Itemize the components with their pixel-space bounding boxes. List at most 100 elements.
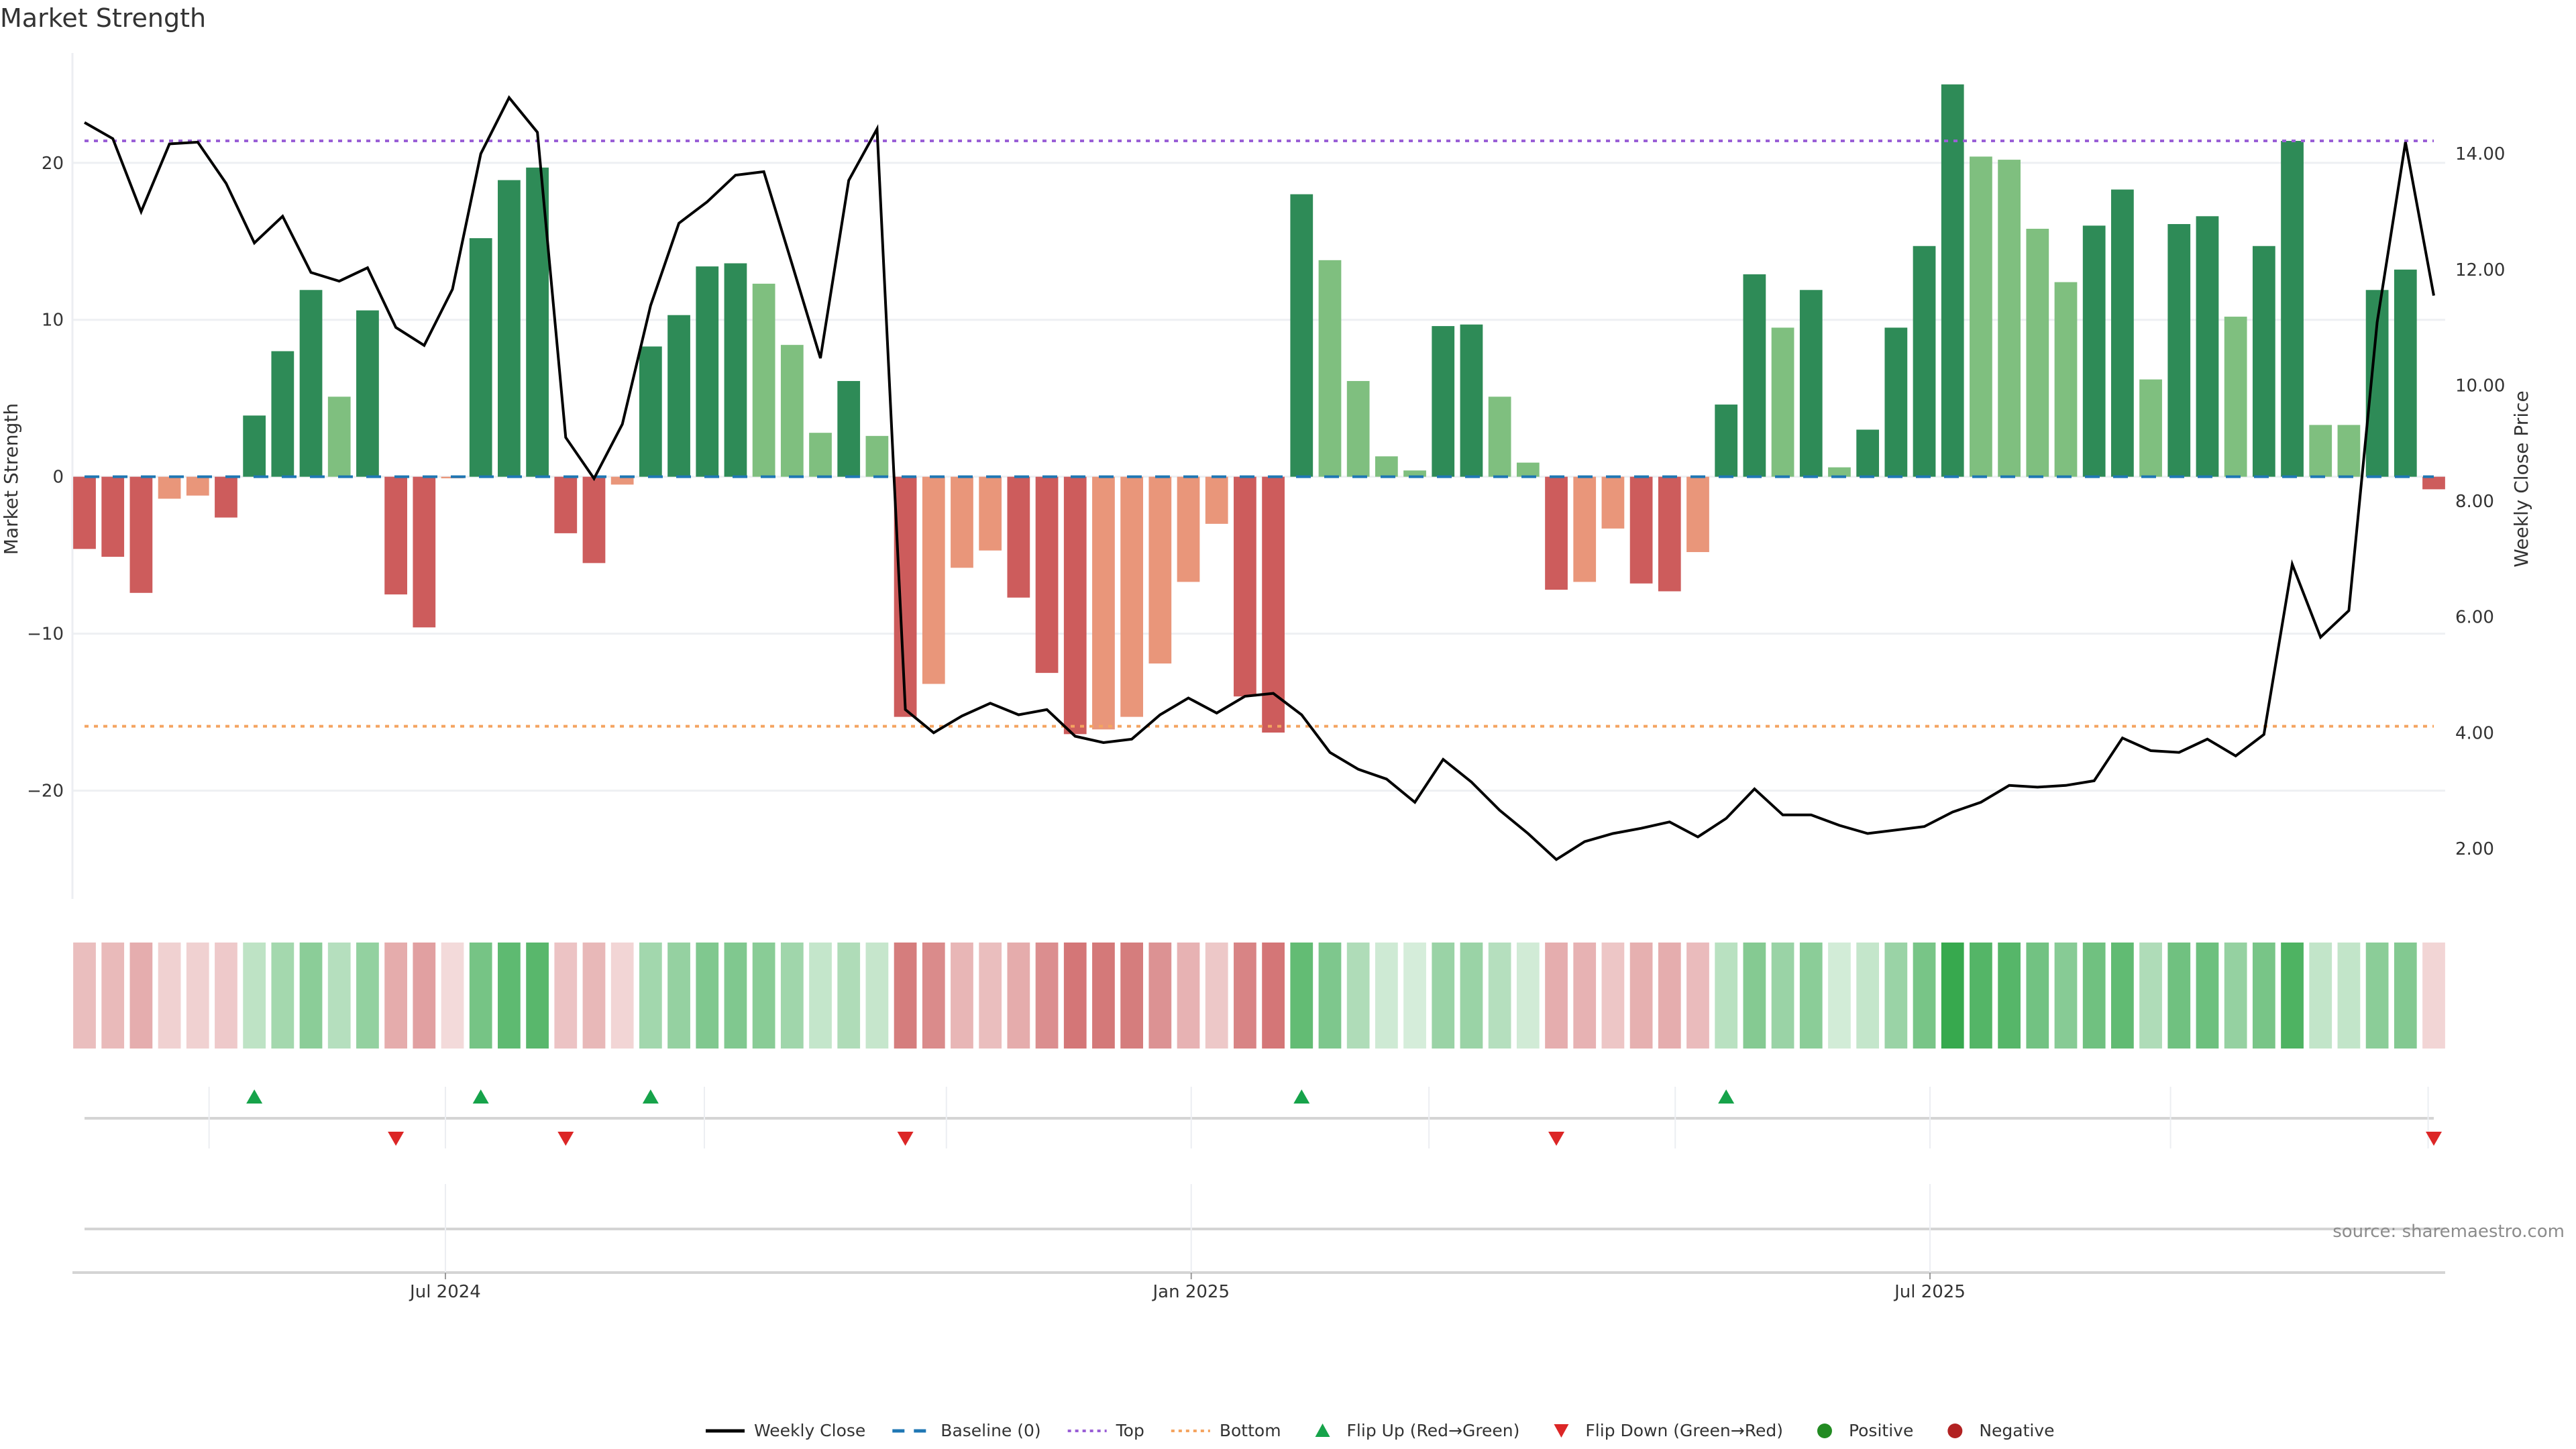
strength-bar <box>1432 326 1455 477</box>
heatmap-cell <box>724 943 747 1049</box>
strength-bar <box>837 380 861 477</box>
strength-bar <box>951 476 973 568</box>
strength-bar <box>1856 429 1880 477</box>
strength-bar <box>894 476 917 717</box>
strength-bar <box>73 476 96 549</box>
strength-bar <box>2196 216 2219 477</box>
weekly-close-line <box>84 95 2435 861</box>
legend-item: Flip Up (Red→Green) <box>1315 1421 1519 1440</box>
heatmap-cell <box>1573 943 1597 1049</box>
heatmap-cell <box>1743 943 1766 1049</box>
legend-label: Baseline (0) <box>941 1421 1040 1440</box>
strength-bar <box>1545 476 1568 590</box>
flip-up-marker <box>642 1089 659 1104</box>
heatmap-cell <box>667 943 690 1049</box>
legend-triangle-up-icon <box>1315 1424 1330 1437</box>
strength-bar <box>2139 379 2162 477</box>
heatmap-cell <box>1432 943 1455 1049</box>
strength-bar <box>1148 476 1172 664</box>
strength-bar <box>271 351 294 477</box>
strength-bar <box>752 283 775 477</box>
heatmap-cell <box>1205 943 1228 1049</box>
heatmap-cell <box>215 943 237 1049</box>
strength-bar <box>2281 141 2304 477</box>
strength-heatmap-strip <box>73 943 2445 1049</box>
heatmap-cell <box>129 943 153 1049</box>
heatmap-cell <box>1629 943 1653 1049</box>
heatmap-cell <box>1318 943 1342 1049</box>
heatmap-cell <box>1092 943 1115 1049</box>
heatmap-cell <box>413 943 436 1049</box>
heatmap-cell <box>243 943 266 1049</box>
heatmap-cell <box>582 943 606 1049</box>
y-tick-label: −10 <box>27 625 64 645</box>
heatmap-cell <box>1148 943 1172 1049</box>
heatmap-cell <box>1884 943 1908 1049</box>
right-axis-ticks: 2.00 4.00 6.00 8.00 10.00 12.00 14.00 <box>2455 144 2505 859</box>
y2-tick-label: 4.00 <box>2455 723 2494 743</box>
heatmap-cell <box>894 943 917 1049</box>
heatmap-cell <box>1545 943 1568 1049</box>
flip-down-marker <box>388 1132 405 1146</box>
legend-label: Negative <box>1979 1421 2054 1440</box>
chart-title: Market Strength <box>0 3 206 33</box>
heatmap-cell <box>1035 943 1059 1049</box>
legend-dot-icon <box>1817 1424 1832 1438</box>
strength-bar <box>922 476 945 684</box>
strength-bar <box>1771 327 1794 477</box>
strength-bar <box>186 476 209 496</box>
heatmap-cell <box>2054 943 2078 1049</box>
heatmap-cell <box>1771 943 1794 1049</box>
legend-label: Flip Down (Green→Red) <box>1585 1421 1783 1440</box>
heatmap-cell <box>1941 943 1964 1049</box>
legend-item: Top <box>1067 1421 1144 1440</box>
strength-bar <box>582 476 606 564</box>
heatmap-cell <box>1403 943 1426 1049</box>
heatmap-cell <box>73 943 96 1049</box>
heatmap-cell <box>610 943 634 1049</box>
strength-bar <box>384 476 407 595</box>
heatmap-cell <box>1516 943 1540 1049</box>
flip-up-marker <box>1718 1089 1735 1104</box>
heatmap-cell <box>979 943 1002 1049</box>
heatmap-cell <box>1658 943 1681 1049</box>
heatmap-cell <box>526 943 549 1049</box>
heatmap-cell <box>1120 943 1144 1049</box>
strength-bar <box>1177 476 1200 582</box>
strength-bar <box>1884 327 1908 477</box>
heatmap-cell <box>696 943 719 1049</box>
heatmap-cell <box>1913 943 1936 1049</box>
heatmap-cell <box>1177 943 1200 1049</box>
strength-bar <box>809 433 832 477</box>
y-tick-label: 20 <box>42 154 64 174</box>
legend-item: Baseline (0) <box>892 1421 1041 1440</box>
strength-bar <box>1488 396 1511 477</box>
strength-bar <box>1092 476 1115 730</box>
heatmap-cell <box>186 943 209 1049</box>
strength-bar <box>639 346 662 477</box>
heatmap-cell <box>780 943 804 1049</box>
strength-bar <box>1799 290 1823 477</box>
strength-bar <box>498 180 521 477</box>
heatmap-cell <box>2139 943 2162 1049</box>
flip-up-marker <box>472 1089 489 1104</box>
heatmap-cell <box>837 943 861 1049</box>
strength-bar <box>2337 425 2361 477</box>
heatmap-cell <box>639 943 662 1049</box>
strength-bar <box>299 290 323 477</box>
strength-bar <box>1460 324 1483 477</box>
heatmap-cell <box>2167 943 2191 1049</box>
strength-bar <box>2394 269 2417 477</box>
heatmap-cell <box>2309 943 2332 1049</box>
strength-bar <box>356 310 379 477</box>
strength-bar <box>2054 282 2078 477</box>
strength-bar <box>554 476 578 533</box>
heatmap-cell <box>1828 943 1851 1049</box>
legend-item: Negative <box>1947 1421 2055 1440</box>
y2-tick-label: 10.00 <box>2455 376 2505 396</box>
strength-bar <box>469 238 492 477</box>
heatmap-cell <box>271 943 294 1049</box>
heatmap-cell <box>1488 943 1511 1049</box>
strength-bar <box>1998 160 2021 477</box>
